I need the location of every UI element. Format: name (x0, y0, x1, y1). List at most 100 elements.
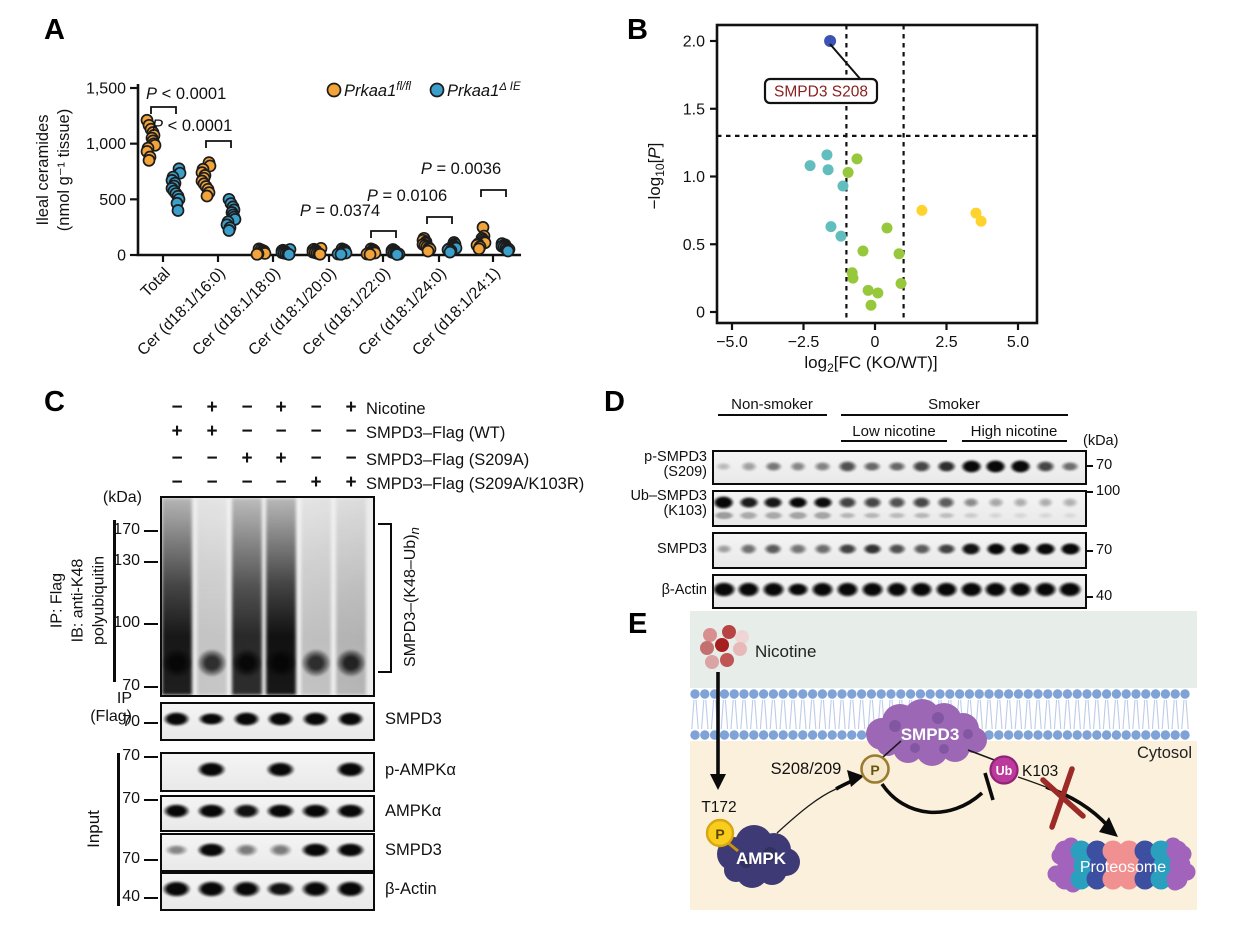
blot-band (762, 495, 785, 510)
kda-marker: 130 (113, 552, 140, 569)
kda-marker: 70 (122, 677, 140, 694)
input-actin-blot (160, 872, 375, 911)
blot-band (300, 711, 331, 727)
b-data-point-green (847, 272, 859, 284)
blot-band (196, 802, 227, 820)
blot-band (164, 843, 189, 857)
kda-marker: 40 (1096, 588, 1113, 604)
blot-band (961, 496, 981, 508)
kda-marker-tick (144, 897, 158, 900)
ip-ib-bracket-bar (113, 520, 116, 682)
blot-band (1012, 512, 1030, 519)
b-callout-line (829, 43, 863, 82)
b-x-axis-label: log2[FC (KO/WT)] (804, 353, 937, 375)
b-xtick-label: −2.5 (788, 334, 820, 351)
smpd3-blot (712, 532, 1087, 569)
blot-band (231, 803, 262, 819)
input-smpd3-label: SMPD3 (385, 841, 442, 859)
blot-band (1057, 581, 1083, 598)
proteosome-text: Proteosome (1080, 859, 1166, 876)
phospho-circle-smpd3 (860, 754, 890, 784)
kda-marker-tick (144, 756, 158, 759)
blot-band (886, 542, 908, 556)
condition-sign: + (206, 397, 218, 418)
ub-smpd3-label-line2: (K103) (663, 503, 707, 519)
condition-sign: − (275, 472, 287, 493)
phospho-circle-ampk (705, 818, 735, 848)
blot-band (987, 512, 1005, 519)
group-nonsmoker: Non-smoker (731, 396, 813, 413)
high-underline (962, 440, 1067, 442)
kda-marker-tick (1085, 465, 1093, 468)
a-legend-label: Prkaa1fl/fl (344, 81, 411, 100)
blot-band (335, 761, 366, 778)
b-data-point-teal (837, 180, 849, 192)
condition-sign: + (345, 472, 357, 493)
ub-smpd3-label: Ub–SMPD3 (K103) (597, 489, 707, 519)
condition-sign: − (241, 472, 253, 493)
p-smpd3-label-line2: (S209) (663, 464, 707, 480)
input-ampk-blot (160, 795, 375, 832)
blot-band (265, 880, 296, 898)
blot-band (335, 841, 366, 859)
b-data-point-green (842, 166, 854, 178)
kda-marker: 70 (122, 747, 140, 764)
ip-flag-marker-tick (144, 722, 158, 725)
input-smpd3-blot (160, 833, 375, 872)
blot-band (984, 542, 1008, 556)
blot-band (335, 802, 366, 820)
kda-marker-tick (144, 686, 158, 689)
blot-band (886, 496, 908, 509)
blot-band (936, 511, 956, 520)
blot-band (859, 581, 885, 598)
blot-band (299, 880, 331, 898)
blot-band (162, 880, 193, 898)
condition-label-wt: SMPD3–Flag (WT) (366, 424, 506, 442)
condition-sign: − (206, 472, 218, 493)
a-sig-bracket (370, 230, 397, 238)
panel-label-b: B (627, 14, 648, 46)
blot-band (887, 511, 907, 520)
b-data-point-teal (821, 149, 833, 161)
b-xtick-label: 2.5 (935, 334, 957, 351)
nonsmoker-underline (718, 414, 827, 416)
a-data-point (171, 204, 185, 217)
condition-sign: − (171, 448, 183, 469)
a-ytick-label: 0 (117, 248, 126, 265)
blot-band (987, 497, 1005, 508)
ub-smpd3-label-line1: Ub–SMPD3 (630, 488, 707, 504)
extracellular-region (690, 611, 1197, 688)
condition-sign: + (171, 421, 183, 442)
panel-label-a: A (44, 14, 65, 46)
b-callout-box (763, 77, 879, 105)
b-data-point-green (862, 284, 874, 296)
blot-band (862, 460, 883, 473)
b-y-axis-label: −log10[P] (645, 143, 667, 210)
blot-band (265, 802, 296, 820)
p-letter-smpd3: P (870, 762, 879, 778)
blot-band (788, 543, 808, 555)
condition-sign: − (171, 472, 183, 493)
blot-band (1011, 497, 1030, 508)
condition-sign: − (275, 421, 287, 442)
kda-marker-tick (1085, 596, 1093, 599)
blot-band (813, 543, 833, 555)
a-data-point (282, 248, 296, 261)
a-data-point (501, 244, 515, 258)
blot-band (911, 542, 932, 555)
blot-band (1061, 512, 1079, 519)
p-smpd3-label-line1: p-SMPD3 (644, 449, 707, 465)
group-smoker: Smoker (928, 396, 980, 413)
kda-marker: 70 (122, 790, 140, 807)
smpd3-label-d: SMPD3 (657, 541, 707, 557)
condition-sign: − (241, 421, 253, 442)
kda-marker-tick (144, 859, 158, 862)
kda-marker: 100 (113, 614, 140, 631)
a-data-point (472, 242, 486, 256)
blot-band (763, 460, 783, 473)
ub-smpd3-blot (712, 490, 1087, 527)
low-underline (841, 440, 947, 442)
blot-band (884, 581, 910, 598)
